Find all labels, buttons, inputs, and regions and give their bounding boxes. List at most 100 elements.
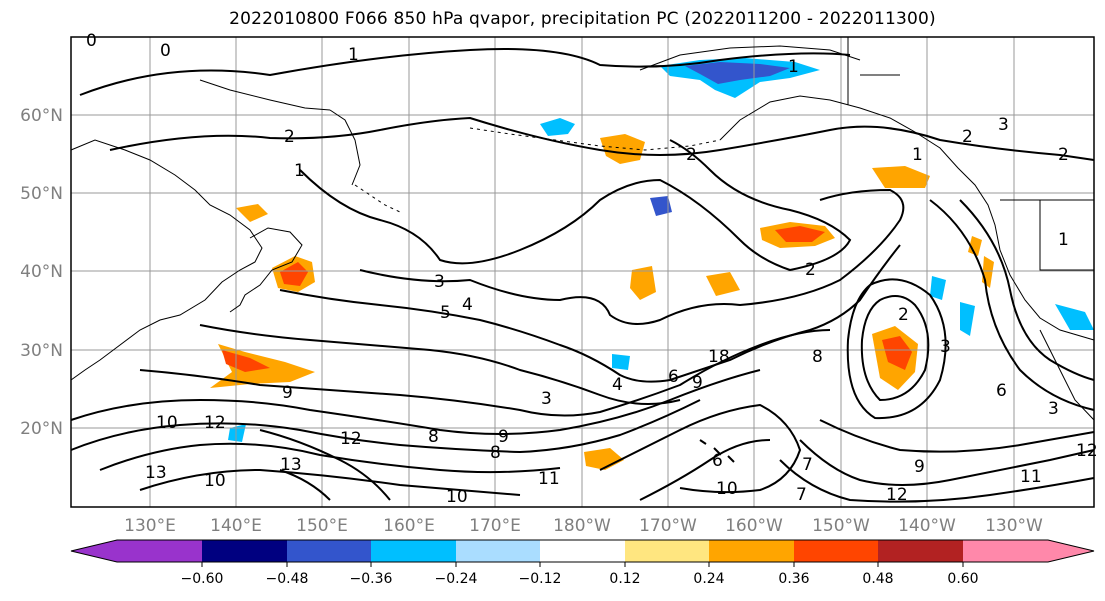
precip-blob-cen-neg — [612, 354, 630, 370]
contour-label: 3 — [940, 337, 951, 357]
lon-label: 130°W — [985, 516, 1043, 536]
kuril-islands — [354, 184, 401, 213]
contour-east-1 — [929, 199, 1095, 411]
contour-label: 7 — [802, 455, 813, 475]
precip-blob-alaska-neg-core — [685, 62, 790, 84]
colorbar-tick-label: −0.60 — [181, 571, 224, 587]
contour-label: 7 — [796, 485, 807, 505]
contour-label: 3 — [998, 115, 1009, 135]
colorbar-tick-label: −0.12 — [519, 571, 562, 587]
map-panel: 1 1 2 2 2 1 2 3 4 5 3 18 8 9 9 6 3 2 6 3… — [70, 31, 1098, 508]
us-canada-border — [1000, 199, 1094, 271]
precip-blob-coast-neg-1 — [960, 302, 975, 336]
precip-blob-east-pos-core — [882, 336, 912, 370]
colorbar-tick-label: −0.48 — [266, 571, 309, 587]
contour-label: 5 — [440, 303, 451, 323]
map-frame — [70, 36, 1095, 508]
contour-label: 9 — [692, 373, 703, 393]
precip-blob-ne-pos — [968, 236, 982, 256]
lon-label: 140°E — [210, 516, 262, 536]
lon-label: 170°W — [639, 516, 697, 536]
lat-label: 60°N — [20, 106, 63, 126]
colorbar-outline — [70, 539, 1095, 563]
precip-blob-mid-neg — [650, 196, 672, 216]
contour-label: 2 — [284, 127, 295, 147]
colorbar-tick-label: −0.24 — [435, 571, 478, 587]
colorbar-tick-label: 0.48 — [862, 571, 893, 587]
contour-south-mid — [599, 403, 802, 494]
colorbar-tick-label: 0.60 — [947, 571, 978, 587]
colorbar-tick-label: −0.36 — [350, 571, 393, 587]
contour-label: 3 — [434, 272, 445, 292]
contour-label: 8 — [812, 347, 823, 367]
contour-label: 1 — [294, 161, 305, 181]
contour-1-west — [299, 139, 852, 272]
contour-4 — [279, 244, 901, 383]
contour-label: 9 — [282, 383, 293, 403]
mexico-coast — [1039, 329, 1095, 421]
precip-blob-gulf-pos — [872, 166, 930, 188]
contour-south-mid-2 — [639, 439, 771, 501]
contour-label: 2 — [962, 127, 973, 147]
contour-label: 10 — [446, 487, 468, 507]
contour-label: 3 — [541, 389, 552, 409]
precip-blob-mid-pos-2 — [706, 272, 740, 296]
contour-label: 0 — [160, 41, 171, 61]
contour-6 — [139, 329, 831, 417]
contour-3 — [359, 188, 905, 325]
lat-label: 50°N — [20, 184, 63, 204]
colorbar-segment — [371, 540, 456, 562]
lat-label: 40°N — [20, 262, 63, 282]
colorbar-segment — [540, 540, 625, 562]
colorbar-segment — [794, 540, 878, 562]
precip-blob-japan-pos-core — [280, 262, 308, 286]
contour-label: 10 — [156, 413, 178, 433]
contour-south-east-3 — [819, 419, 1095, 453]
map-title: 2022010800 F066 850 hPa qvapor, precipit… — [229, 9, 936, 29]
precip-blob-coast-neg-2 — [1055, 304, 1094, 330]
gridlines — [71, 37, 1094, 507]
colorbar-segment — [287, 540, 371, 562]
lon-label: 170°E — [469, 516, 521, 536]
colorbar-extend-low — [71, 540, 117, 562]
colorbar-segment — [963, 540, 1048, 562]
lon-label: 130°E — [124, 516, 176, 536]
contour-label: 1 — [788, 57, 799, 77]
lat-label: 20°N — [20, 419, 63, 439]
contour-east-loop — [860, 295, 930, 402]
contour-label: 2 — [686, 145, 697, 165]
alaska-north — [639, 45, 861, 71]
contour-label: 12 — [340, 429, 362, 449]
lon-label: 160°W — [725, 516, 783, 536]
colorbar-segment — [625, 540, 709, 562]
contour-east-loop-2 — [846, 278, 947, 420]
contour-label: 13 — [145, 463, 167, 483]
precip-blob-pac-pos-core — [775, 226, 825, 242]
contour-label: 12 — [886, 485, 908, 505]
contour-label: 18 — [708, 347, 730, 367]
contour-labels: 1 1 2 2 2 1 2 3 4 5 3 18 8 9 9 6 3 2 6 3… — [86, 31, 1098, 507]
precip-blob-bering-neg — [540, 118, 575, 136]
contour-label: 2 — [1058, 145, 1069, 165]
contour-label: 10 — [204, 471, 226, 491]
contour-label: 4 — [462, 295, 473, 315]
contour-label: 12 — [1076, 441, 1098, 461]
lon-label: 150°E — [296, 516, 348, 536]
colorbar-segment — [456, 540, 540, 562]
contour-label: 9 — [914, 457, 925, 477]
contour-label: 1 — [348, 45, 359, 65]
contour-label: 3 — [1048, 399, 1059, 419]
colorbar-segment — [117, 540, 202, 562]
colorbar-tick-label: 0.36 — [778, 571, 809, 587]
contour-5 — [199, 324, 681, 405]
coastlines — [70, 37, 1095, 463]
contour-label: 4 — [612, 375, 623, 395]
colorbar-ticks — [201, 562, 964, 567]
canada-border — [847, 37, 900, 105]
precip-blob-hawaii-pos — [584, 448, 624, 470]
contour-sw — [259, 429, 391, 501]
contour-label: 6 — [668, 367, 679, 387]
contour-east-2 — [959, 199, 1095, 381]
contour-label: 8 — [490, 443, 501, 463]
